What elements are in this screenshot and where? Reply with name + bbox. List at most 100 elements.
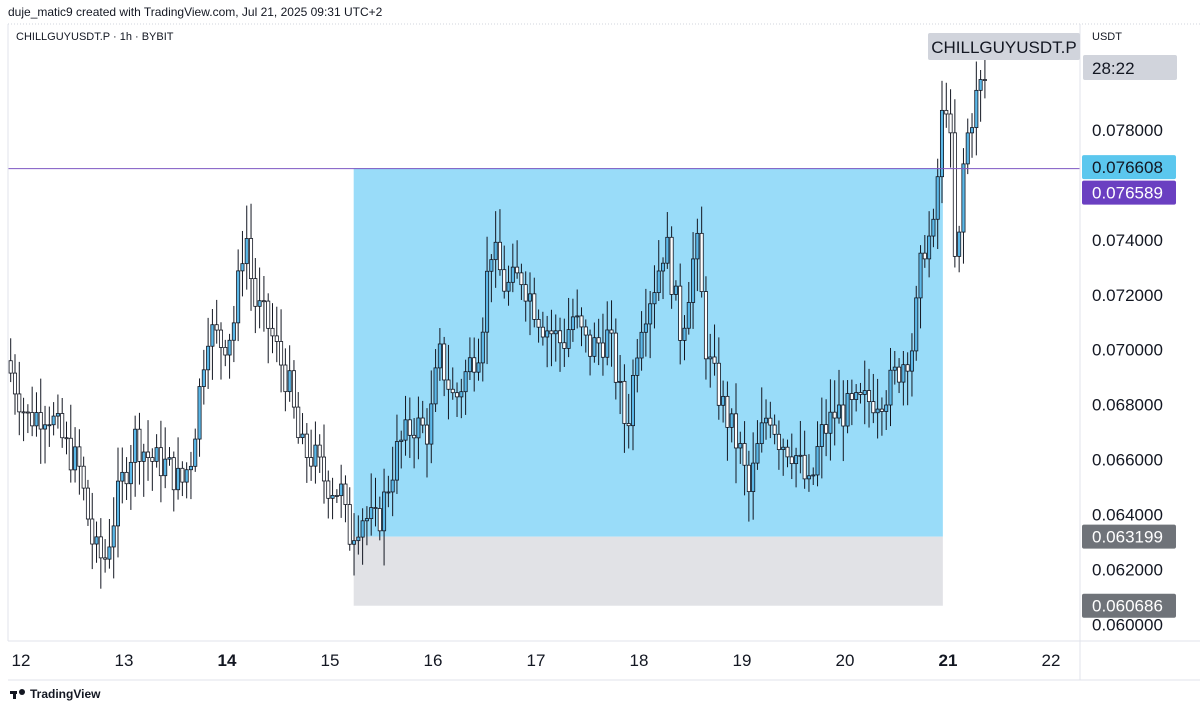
candle-body xyxy=(931,218,936,237)
candle-body xyxy=(407,419,412,436)
candle-body xyxy=(733,413,738,449)
candle-body xyxy=(862,390,867,395)
price-tag-label: 0.060686 xyxy=(1092,597,1163,616)
candle-body xyxy=(313,444,318,467)
candle xyxy=(356,515,361,555)
time-axis[interactable]: 12 13 14 15 16 17 18 19 20 21 22 xyxy=(12,651,1061,670)
candle-body xyxy=(802,454,807,480)
candle xyxy=(678,263,683,365)
candle xyxy=(729,408,734,443)
candle xyxy=(296,392,301,444)
candle xyxy=(111,497,116,579)
candle xyxy=(802,430,807,489)
candle xyxy=(364,506,369,546)
candle xyxy=(17,361,22,436)
candle xyxy=(120,447,125,504)
candle-body xyxy=(708,356,713,360)
candle-body xyxy=(652,292,657,305)
tradingview-brand[interactable]: TradingView xyxy=(10,687,100,701)
candle xyxy=(639,311,644,371)
candle-body xyxy=(678,285,683,341)
candle-body xyxy=(755,443,760,464)
brand-label: TradingView xyxy=(30,687,101,701)
candle xyxy=(424,408,429,478)
candle-body xyxy=(562,342,567,349)
candle-body xyxy=(695,232,700,260)
candle-body xyxy=(304,433,309,458)
candle xyxy=(283,348,288,412)
candle-body xyxy=(274,335,279,342)
last-price-tag: CHILLGUYUSDT.P 28:22 xyxy=(928,33,1177,80)
y-tick-label: 0.068000 xyxy=(1092,396,1163,415)
candle-body xyxy=(901,364,906,383)
drawing-layer[interactable] xyxy=(353,168,943,606)
candle-body xyxy=(927,235,932,260)
candle-body xyxy=(781,446,786,450)
candle-body xyxy=(420,417,425,426)
candle-body xyxy=(180,467,185,483)
candle xyxy=(21,397,26,442)
candle xyxy=(635,338,640,393)
candle xyxy=(811,467,816,485)
price-tag-gray: 0.063199 xyxy=(1082,524,1176,549)
axis-currency[interactable]: USDT xyxy=(1092,31,1122,43)
candle xyxy=(510,243,515,293)
candle-body xyxy=(622,380,627,424)
candle-body xyxy=(227,339,232,356)
candle-body xyxy=(922,252,927,260)
candle-body xyxy=(467,357,472,373)
price-axis[interactable]: 0.078000 0.074000 0.072000 0.070000 0.068000… xyxy=(1092,121,1163,635)
candle-body xyxy=(34,412,39,427)
candle-body xyxy=(489,259,494,272)
candle xyxy=(497,209,502,276)
candle xyxy=(227,333,232,379)
candle-body xyxy=(806,475,811,480)
candle xyxy=(257,267,262,329)
candle xyxy=(107,518,112,569)
candle-body xyxy=(952,132,957,257)
candle-body xyxy=(729,413,734,428)
candle xyxy=(274,306,279,363)
candle xyxy=(523,271,528,322)
candle-body xyxy=(789,456,794,465)
candle-body xyxy=(527,293,532,302)
candle xyxy=(467,337,472,381)
candle-body xyxy=(253,278,258,307)
x-tick-label: 13 xyxy=(115,651,134,670)
candle xyxy=(605,301,610,366)
candle xyxy=(558,317,563,372)
candle-body xyxy=(549,330,554,335)
candle xyxy=(480,317,485,382)
candle xyxy=(60,397,65,448)
candle xyxy=(901,350,906,406)
candle xyxy=(794,447,799,488)
candle-body xyxy=(721,395,726,406)
candle-body xyxy=(206,345,211,371)
candle xyxy=(596,318,601,366)
candle xyxy=(317,434,322,473)
candle xyxy=(321,424,326,504)
candle xyxy=(343,475,348,523)
price-tag-label: 0.076589 xyxy=(1092,184,1163,203)
candle xyxy=(570,298,575,342)
symbol-info[interactable]: CHILLGUYUSDT.P · 1h · BYBIT xyxy=(16,31,174,43)
candle xyxy=(540,311,545,346)
candle-body xyxy=(759,422,764,445)
candle xyxy=(386,475,391,508)
candle xyxy=(648,291,653,359)
candle xyxy=(755,420,760,470)
candle xyxy=(862,360,867,425)
candle-body xyxy=(356,536,361,542)
candle xyxy=(970,113,975,158)
candle xyxy=(785,439,790,468)
candle xyxy=(699,206,704,298)
candle-body xyxy=(455,392,460,398)
symbol-tag-label: CHILLGUYUSDT.P xyxy=(931,38,1076,57)
candle-body xyxy=(871,401,876,414)
candle xyxy=(412,418,417,469)
candle-body xyxy=(879,408,884,412)
candle-body xyxy=(643,323,648,333)
candle xyxy=(433,349,438,412)
candle xyxy=(98,518,103,589)
